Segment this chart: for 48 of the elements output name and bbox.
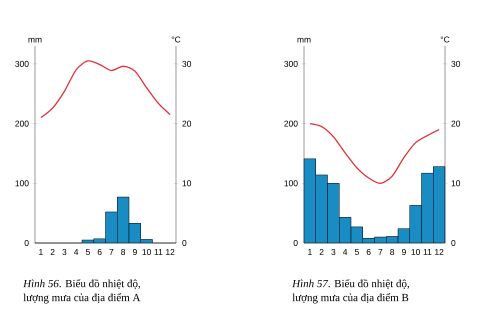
y2-tick-label: 30 bbox=[182, 60, 192, 67]
text: Hình 57. Biểu đồ nhiệt độ, lượng mưa của địa điểm B bbox=[292, 279, 410, 304]
y-tick-label: 100 bbox=[284, 180, 298, 186]
y2-tick-label: 10 bbox=[182, 180, 192, 186]
y2-tick-label: 20 bbox=[451, 120, 460, 127]
y-axis-title: mm bbox=[28, 38, 42, 42]
x-tick-label: 11 bbox=[154, 249, 162, 255]
x-tick-label: 5 bbox=[354, 249, 359, 255]
text: Hình 56. Biểu đồ nhiệt độ, lượng mưa của địa điểm A bbox=[23, 279, 140, 304]
y-tick-label: 300 bbox=[284, 60, 298, 67]
y2-tick-label: 20 bbox=[182, 120, 192, 127]
x-tick-label: 4 bbox=[74, 249, 78, 255]
y-axis-title: mm bbox=[298, 38, 311, 42]
x-tick-label: 11 bbox=[424, 249, 432, 255]
x-tick-label: 6 bbox=[98, 249, 102, 255]
x-tick-label: 6 bbox=[366, 249, 371, 255]
y-tick-label: 100 bbox=[16, 180, 29, 186]
x-tick-label: 8 bbox=[121, 249, 126, 255]
x-tick-label: 12 bbox=[435, 249, 444, 255]
x-tick-label: 7 bbox=[109, 249, 114, 255]
x-tick-label: 2 bbox=[320, 249, 324, 255]
x-tick-label: 12 bbox=[166, 249, 174, 255]
x-tick-label: 10 bbox=[142, 249, 151, 255]
y-tick-label: 200 bbox=[284, 120, 298, 127]
x-tick-label: 1 bbox=[308, 249, 312, 255]
x-tick-label: 2 bbox=[50, 249, 55, 255]
x-tick-label: 3 bbox=[331, 249, 336, 255]
x-tick-label: 8 bbox=[390, 249, 394, 255]
y2-tick-label: 0 bbox=[182, 240, 186, 246]
y-tick-label: 0 bbox=[24, 240, 29, 246]
x-tick-label: 7 bbox=[378, 249, 382, 255]
y2-tick-label: 30 bbox=[451, 60, 460, 67]
y-tick-label: 200 bbox=[15, 120, 29, 127]
y-tick-label: 0 bbox=[294, 240, 298, 246]
x-tick-label: 4 bbox=[342, 249, 348, 255]
x-tick-label: 9 bbox=[132, 249, 137, 255]
line-series bbox=[309, 122, 440, 184]
y2-tick-label: 10 bbox=[452, 180, 460, 186]
y2-axis-title: °C bbox=[172, 36, 180, 42]
x-tick-label: 9 bbox=[402, 249, 406, 255]
y-tick-label: 300 bbox=[15, 60, 29, 67]
line-series bbox=[40, 60, 171, 118]
y2-tick-label: 0 bbox=[451, 240, 456, 246]
y2-axis-title: °C bbox=[440, 36, 450, 42]
x-tick-label: 3 bbox=[62, 249, 66, 255]
x-tick-label: 5 bbox=[86, 249, 90, 255]
x-tick-label: 1 bbox=[39, 249, 43, 255]
x-tick-label: 10 bbox=[412, 249, 420, 255]
